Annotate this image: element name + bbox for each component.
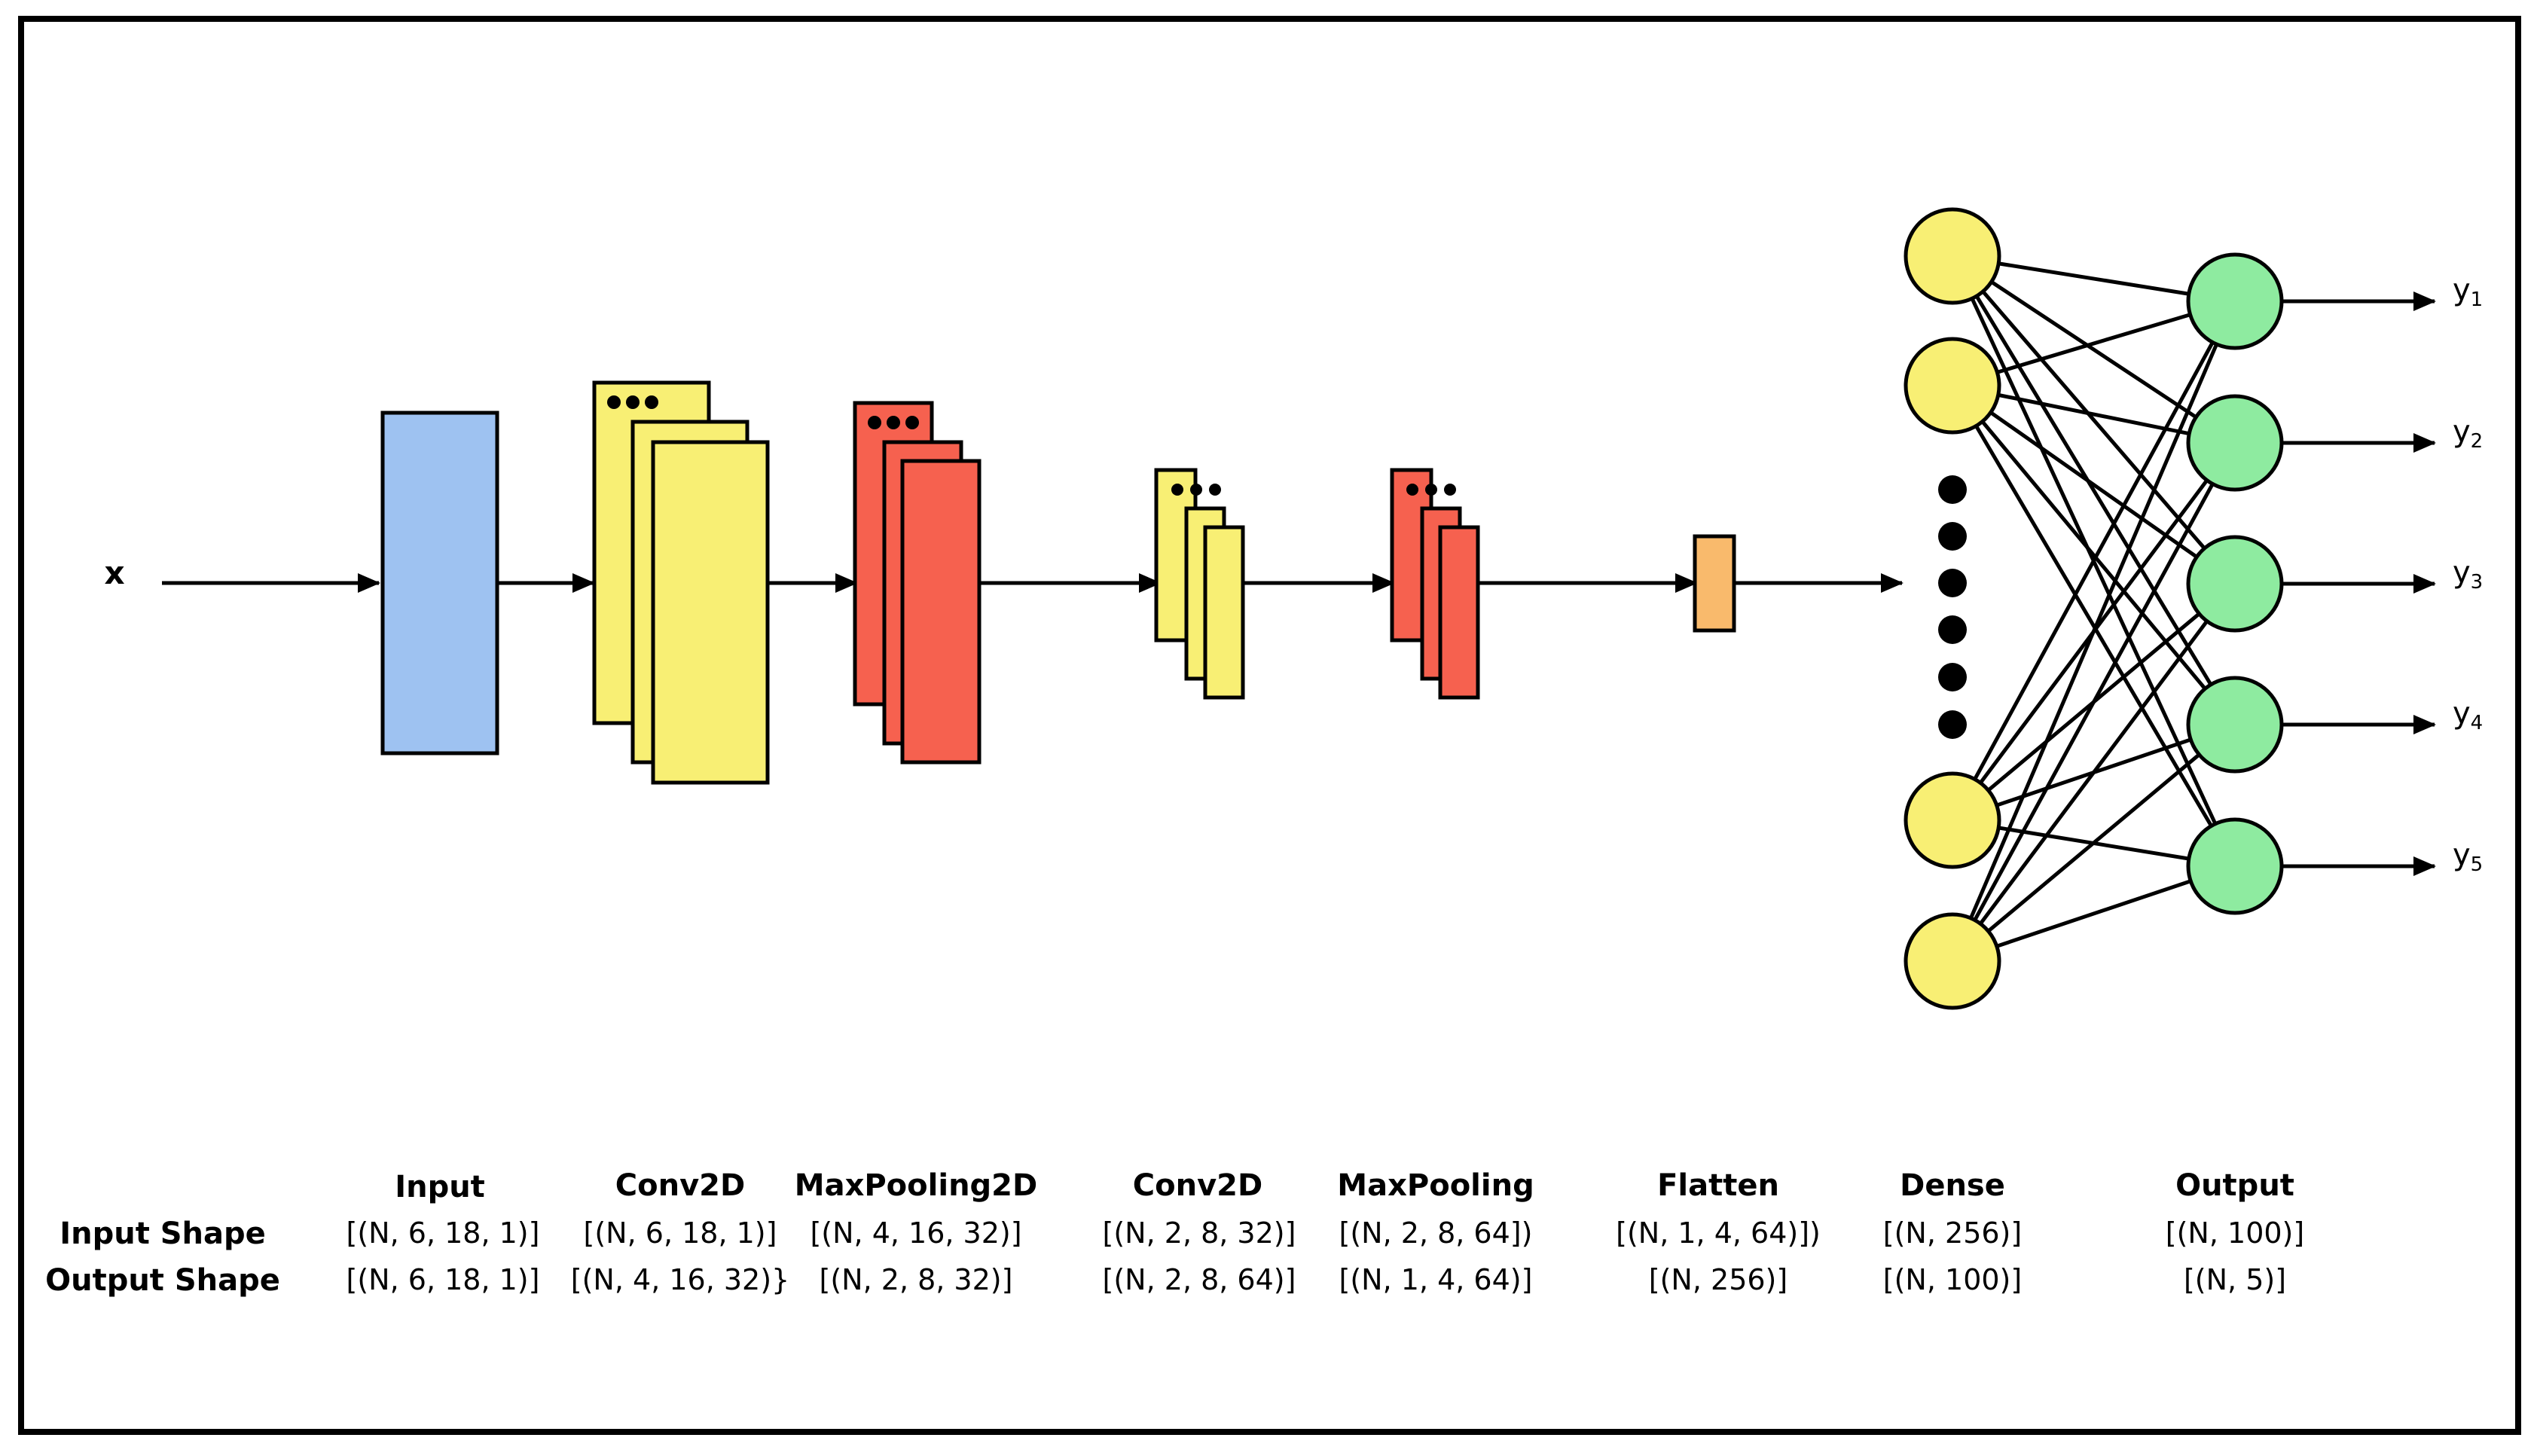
- conv2d-2-block: [1154, 468, 1245, 700]
- conv2d-1-map-3: [651, 440, 770, 785]
- ellipsis-dot-3: [1938, 569, 1967, 597]
- layer-name-maxpooling2d: MaxPooling2D: [795, 1168, 1037, 1203]
- dense-neurons: [1904, 207, 2001, 1010]
- connection-d4-o1: [1950, 301, 2237, 962]
- output-neuron-1: [2186, 252, 2284, 350]
- output-shape-maxpooling2d: [(N, 2, 8, 32)]: [820, 1263, 1013, 1296]
- row-label-output-shape: Output Shape: [45, 1263, 280, 1298]
- connection-d2-o1: [1952, 299, 2236, 388]
- layer-name-maxpooling: MaxPooling: [1337, 1168, 1534, 1203]
- connection-d2-o5: [1950, 384, 2237, 868]
- dense-neuron-3: [1904, 771, 2001, 869]
- connection-d3-o1: [1950, 300, 2237, 822]
- dense-neuron-2: [1904, 337, 2001, 435]
- input-shape-input: [(N, 6, 18, 1)]: [347, 1216, 540, 1250]
- output-shape-output: [(N, 5)]: [2184, 1263, 2286, 1296]
- output-shape-conv2d-2: [(N, 2, 8, 64)]: [1103, 1263, 1296, 1296]
- output-neuron-4: [2186, 676, 2284, 774]
- maxpooling2d-block: [853, 401, 982, 765]
- conv2d-2-map-3: [1203, 525, 1245, 700]
- input-layer-block: [380, 411, 499, 755]
- layer-name-output: Output: [2175, 1168, 2294, 1203]
- connection-d2-o4: [1951, 384, 2236, 726]
- layer-name-conv2d-2: Conv2D: [1133, 1168, 1262, 1203]
- maxpooling-block: [1390, 468, 1480, 700]
- connection-d4-o3: [1950, 582, 2237, 963]
- layer-name-flatten: Flatten: [1657, 1168, 1779, 1203]
- connection-d4-o2: [1950, 441, 2237, 963]
- dense-neuron-4: [1904, 912, 2001, 1010]
- pool2-dot-1: [1406, 484, 1418, 496]
- conv2d-2-dot-3: [1209, 484, 1221, 496]
- output-label-y1: y1: [2453, 273, 2483, 311]
- layer-name-dense: Dense: [1900, 1168, 2005, 1203]
- row-label-input-shape: Input Shape: [60, 1216, 266, 1251]
- ellipsis-dot-6: [1938, 710, 1967, 739]
- output-label-y5: y5: [2453, 838, 2483, 876]
- connection-d4-o4: [1951, 723, 2236, 963]
- conv2d-1-block: [592, 380, 770, 785]
- pool1-map-3: [900, 459, 982, 765]
- output-arrows: [2282, 292, 2436, 876]
- output-shape-flatten: [(N, 256)]: [1649, 1263, 1788, 1296]
- output-shape-conv2d-1: [(N, 4, 16, 32)}: [571, 1263, 789, 1296]
- layer-name-conv2d-1: Conv2D: [615, 1168, 745, 1203]
- conv2d-1-dot-1: [607, 395, 621, 409]
- conv2d-2-dot-2: [1190, 484, 1202, 496]
- output-shape-maxpooling: [(N, 1, 4, 64)]: [1339, 1263, 1533, 1296]
- output-neuron-3: [2186, 535, 2284, 633]
- dense-ellipsis: [1938, 475, 1967, 739]
- output-label-y4: y4: [2453, 696, 2483, 734]
- connection-d4-o5: [1952, 864, 2236, 963]
- output-label-y3: y3: [2453, 555, 2483, 594]
- ellipsis-dot-1: [1938, 475, 1967, 504]
- input-shape-conv2d-1: [(N, 6, 18, 1)]: [584, 1216, 777, 1250]
- ellipsis-dot-2: [1938, 522, 1967, 551]
- output-neuron-2: [2186, 394, 2284, 492]
- input-shape-dense: [(N, 256)]: [1883, 1216, 2022, 1250]
- conv2d-1-dot-3: [645, 395, 658, 409]
- pool2-dot-2: [1425, 484, 1437, 496]
- input-shape-flatten: [(N, 1, 4, 64)]): [1616, 1216, 1821, 1250]
- output-shape-input: [(N, 6, 18, 1)]: [347, 1263, 540, 1296]
- conv2d-1-dot-2: [626, 395, 640, 409]
- input-shape-maxpooling: [(N, 2, 8, 64]): [1339, 1216, 1533, 1250]
- conv2d-2-dot-1: [1171, 484, 1183, 496]
- input-symbol-x: x: [104, 554, 124, 591]
- pool1-dot-3: [905, 416, 919, 429]
- output-label-y2: y2: [2453, 414, 2483, 453]
- input-shape-output: [(N, 100)]: [2166, 1216, 2304, 1250]
- ellipsis-dot-4: [1938, 615, 1967, 644]
- output-neuron-5: [2186, 817, 2284, 915]
- pool1-dot-2: [887, 416, 900, 429]
- flatten-layer-block: [1693, 534, 1736, 633]
- pool1-dot-1: [868, 416, 881, 429]
- output-neurons: [2186, 252, 2284, 915]
- connection-d2-o3: [1951, 383, 2236, 586]
- output-labels: y1 y2 y3 y4 y5: [2453, 273, 2483, 876]
- output-shape-dense: [(N, 100)]: [1883, 1263, 2022, 1296]
- input-shape-conv2d-2: [(N, 2, 8, 32)]: [1103, 1216, 1296, 1250]
- ellipsis-dot-5: [1938, 663, 1967, 691]
- dense-output-connections: [1950, 254, 2237, 963]
- dense-neuron-1: [1904, 207, 2001, 305]
- pool2-map-3: [1438, 525, 1480, 700]
- shape-table: Input Shape Output Shape Input [(N, 6, 1…: [45, 1168, 2304, 1298]
- pool2-dot-3: [1444, 484, 1456, 496]
- input-shape-maxpooling2d: [(N, 4, 16, 32)]: [810, 1216, 1021, 1250]
- layer-name-input: Input: [395, 1170, 485, 1204]
